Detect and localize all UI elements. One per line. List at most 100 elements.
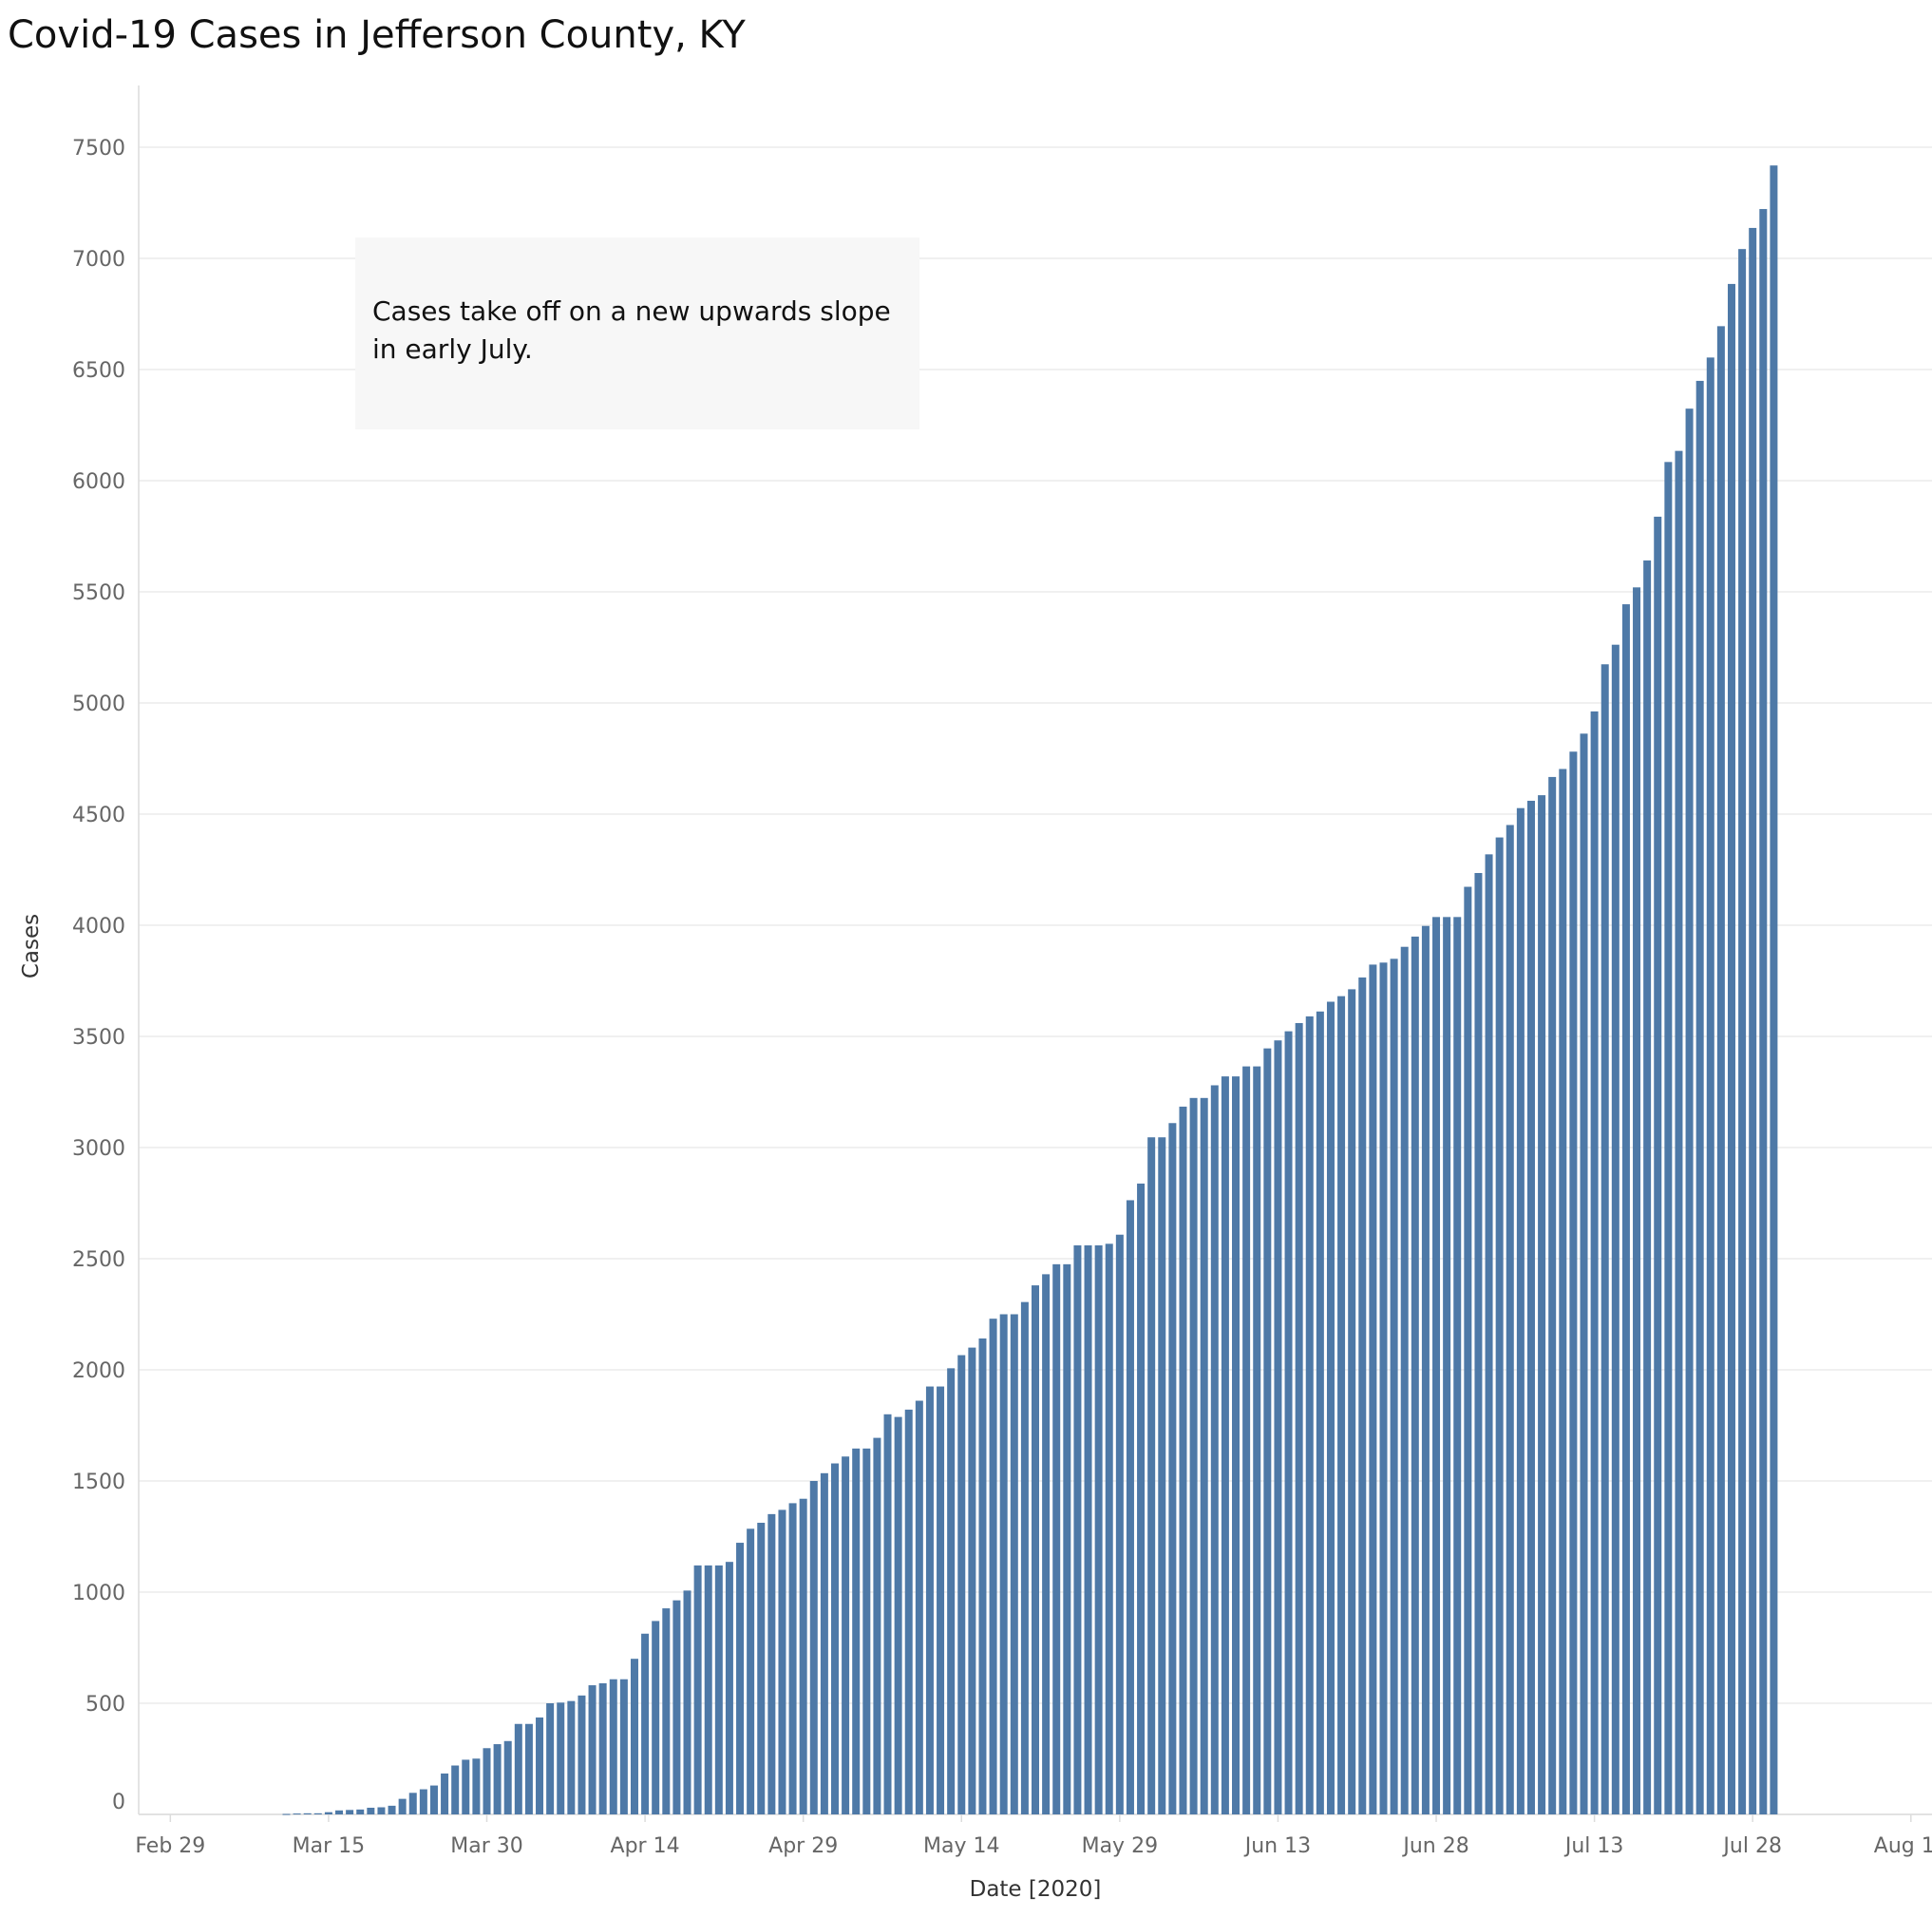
bar (419, 1789, 427, 1814)
x-tick-label: Apr 29 (768, 1834, 838, 1858)
bar (704, 1565, 712, 1814)
bar (1305, 1015, 1314, 1814)
y-tick-label: 3000 (72, 1137, 125, 1161)
bar (546, 1703, 555, 1814)
bar (1601, 664, 1609, 1814)
bar (1675, 450, 1683, 1814)
bar (1020, 1301, 1029, 1814)
y-tick-label: 1000 (72, 1582, 125, 1605)
bar (462, 1759, 470, 1814)
bar (747, 1528, 755, 1814)
bar (1063, 1263, 1071, 1814)
bar (1158, 1137, 1166, 1814)
bar (1358, 977, 1367, 1814)
bar (1474, 873, 1483, 1814)
bar (767, 1513, 776, 1814)
bar (1453, 917, 1462, 1814)
bar (441, 1773, 449, 1814)
bar (1590, 711, 1599, 1814)
bar (1685, 408, 1694, 1815)
bar (968, 1347, 976, 1814)
bar (820, 1472, 828, 1814)
y-tick-label: 3500 (72, 1026, 125, 1050)
bar (1168, 1123, 1177, 1814)
bar (335, 1810, 344, 1814)
bar (662, 1608, 671, 1814)
bar (1242, 1066, 1251, 1814)
y-tick-label: 4500 (72, 804, 125, 827)
bar (1411, 936, 1419, 1814)
bar (1210, 1085, 1219, 1814)
bar (1010, 1314, 1018, 1814)
y-tick-label: 7500 (72, 137, 125, 161)
bar (862, 1448, 871, 1814)
bar (1611, 644, 1619, 1815)
bar (757, 1522, 766, 1814)
bar (451, 1765, 460, 1814)
bar (472, 1758, 481, 1814)
y-tick-label: 7000 (72, 248, 125, 272)
bar (830, 1463, 839, 1814)
x-tick-label: Aug 12 (1874, 1834, 1932, 1858)
bar (1094, 1244, 1103, 1814)
bar (1432, 917, 1441, 1814)
bar (609, 1679, 617, 1814)
bar (1189, 1097, 1198, 1814)
bar (536, 1717, 544, 1814)
bar (1516, 807, 1525, 1815)
bar (1115, 1234, 1124, 1814)
bar (1485, 854, 1493, 1814)
bar (1200, 1097, 1208, 1814)
x-tick-label: Feb 29 (135, 1834, 205, 1858)
bar (842, 1456, 850, 1814)
bar (1633, 587, 1641, 1814)
bar (588, 1685, 597, 1814)
bar (293, 1813, 301, 1815)
bar (925, 1386, 934, 1814)
y-tick-label: 5000 (72, 693, 125, 716)
bar (799, 1498, 807, 1814)
bar (683, 1590, 691, 1814)
bar (1749, 227, 1757, 1815)
bar (999, 1314, 1008, 1814)
bar (1147, 1137, 1156, 1814)
y-tick-label: 2000 (72, 1359, 125, 1383)
bar (1400, 946, 1409, 1814)
bar (1042, 1274, 1051, 1814)
x-tick-label: Jun 13 (1243, 1834, 1311, 1858)
bar (1326, 1001, 1335, 1814)
bar (1538, 795, 1546, 1814)
bar (957, 1355, 966, 1814)
bar (324, 1812, 332, 1814)
y-tick-label: 5500 (72, 581, 125, 605)
bar (483, 1748, 491, 1814)
bar (1643, 560, 1652, 1814)
bar (1295, 1022, 1303, 1814)
bar (1738, 249, 1747, 1814)
bar (1495, 837, 1504, 1814)
x-tick-label: May 14 (923, 1834, 999, 1858)
bar (282, 1813, 291, 1815)
bar (883, 1414, 892, 1814)
x-tick-label: Apr 14 (611, 1834, 680, 1858)
bar (398, 1798, 407, 1814)
bar (1232, 1076, 1241, 1814)
annotation-box: Cases take off on a new upwards slope in… (355, 237, 919, 429)
bar (1727, 283, 1735, 1814)
bar (1274, 1040, 1282, 1814)
bar (693, 1565, 702, 1814)
bar (1263, 1048, 1272, 1814)
y-tick-label: 500 (85, 1693, 125, 1717)
bar (1084, 1244, 1092, 1814)
x-tick-label: May 29 (1082, 1834, 1158, 1858)
bar (989, 1319, 997, 1814)
bar (1706, 357, 1714, 1814)
bar (1569, 751, 1578, 1814)
bar (1316, 1011, 1324, 1814)
bar (578, 1695, 586, 1814)
bar (1052, 1263, 1061, 1814)
bar (1526, 800, 1535, 1815)
y-axis-ticks: 0 500 1000 1500 2000 2500 3000 3500 4000 4500 5000… (72, 137, 125, 1814)
bar (1179, 1106, 1187, 1814)
bar (619, 1679, 628, 1814)
